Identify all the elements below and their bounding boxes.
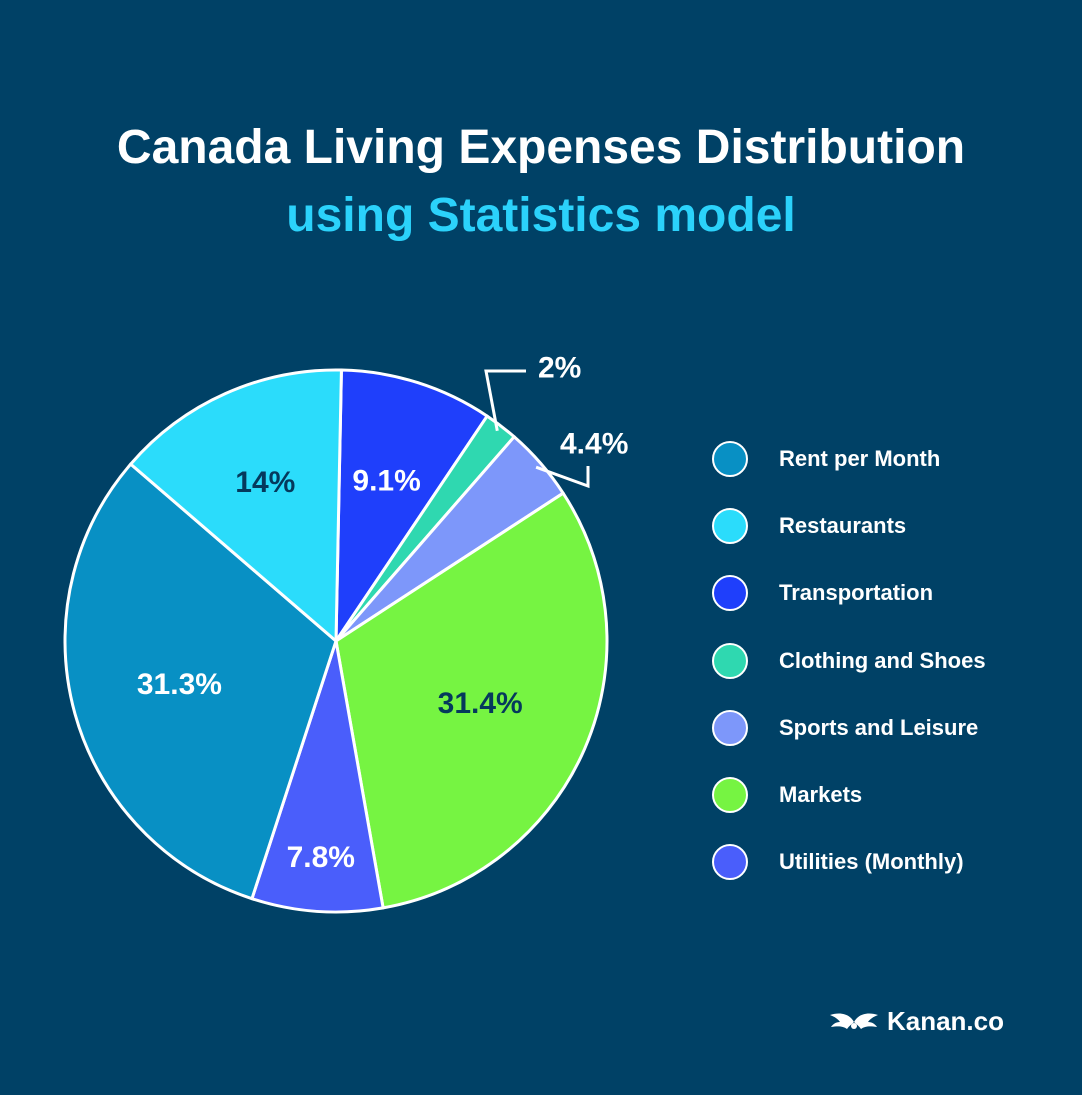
slice-label: 9.1% xyxy=(352,464,420,497)
legend-swatch xyxy=(712,507,748,544)
pie-slice-markets xyxy=(334,491,609,910)
legend-label: Restaurants xyxy=(779,512,907,538)
pie-slice-restaurants xyxy=(129,368,343,643)
chart-title: Canada Living Expenses Distribution xyxy=(116,121,966,174)
slice-label: 31.4% xyxy=(438,687,523,720)
legend-item: Utilities (Monthly) xyxy=(712,829,986,896)
brand-logo: Kanan.co xyxy=(829,1006,1004,1037)
legend-swatch xyxy=(712,440,748,477)
legend-swatch xyxy=(712,709,748,746)
legend-item: Markets xyxy=(712,761,986,828)
legend-swatch xyxy=(712,642,748,679)
leader-line xyxy=(535,465,590,489)
pie-slice-utilities-monthly xyxy=(250,639,385,914)
brand-name: Kanan.co xyxy=(886,1006,1004,1036)
slice-label: 7.8% xyxy=(287,841,355,874)
legend-item: Restaurants xyxy=(712,492,986,559)
legend-swatch xyxy=(712,575,748,612)
slice-label: 31.3% xyxy=(137,668,222,701)
slice-label: 2% xyxy=(538,352,581,385)
chart-subtitle: using Statistics model xyxy=(286,189,796,242)
pie-slice-transportation xyxy=(334,368,489,643)
legend-swatch xyxy=(712,844,748,881)
legend-label: Clothing and Shoes xyxy=(779,647,986,673)
legend-item: Sports and Leisure xyxy=(712,694,986,761)
legend-label: Sports and Leisure xyxy=(779,714,979,740)
pie-slice-rent-per-month xyxy=(63,462,338,901)
legend-label: Utilities (Monthly) xyxy=(779,849,964,875)
legend-swatch xyxy=(712,777,748,814)
legend-item: Rent per Month xyxy=(712,425,986,492)
legend-label: Transportation xyxy=(779,580,934,606)
slice-label: 4.4% xyxy=(560,428,628,461)
slice-label: 14% xyxy=(235,466,295,499)
legend-label: Markets xyxy=(779,782,863,808)
legend-label: Rent per Month xyxy=(779,445,941,471)
legend-item: Transportation xyxy=(712,560,986,627)
pie-slices xyxy=(63,368,609,914)
slice-labels: 9.1% 2% 4.4% 31.4% 7.8% 31.3% 14% xyxy=(137,352,629,874)
legend: Rent per Month Restaurants Transportatio… xyxy=(712,425,986,896)
kanan-wings-logo-icon xyxy=(829,1012,878,1029)
legend-item: Clothing and Shoes xyxy=(712,627,986,694)
leader-line xyxy=(484,369,526,432)
leader-lines xyxy=(484,369,590,489)
